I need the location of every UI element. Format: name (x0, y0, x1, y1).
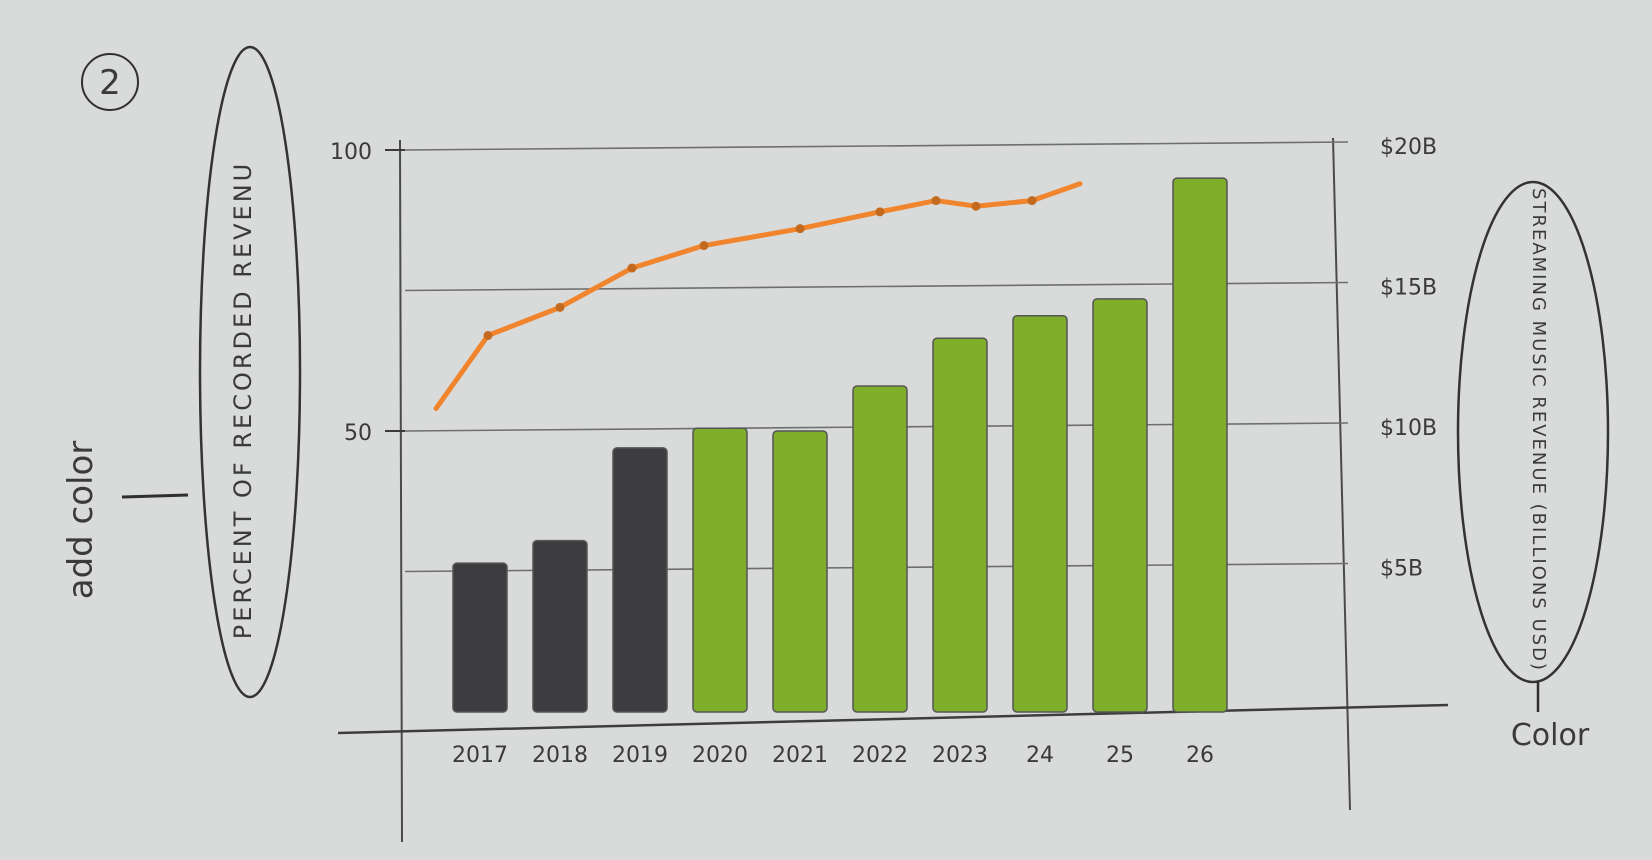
baseline (337, 703, 1449, 735)
right-tick-label: $20B (1380, 135, 1437, 160)
right-axis-line (1332, 137, 1351, 811)
bar (532, 539, 588, 713)
line-point (1027, 196, 1037, 206)
x-tick-label: 2019 (612, 743, 668, 768)
right-axis-label-oval (1456, 180, 1610, 684)
left-tick-label: 100 (330, 140, 372, 165)
bar (1092, 298, 1148, 713)
line-point (971, 201, 981, 211)
x-tick-label: 25 (1106, 743, 1134, 768)
left-axis-line (399, 139, 403, 843)
bar (772, 430, 828, 713)
x-tick-label: 2023 (932, 743, 988, 768)
tick-labels: 2017 2018 2019 2020 2021 2022 2023 24 25 26 50 100 $… (330, 135, 1437, 768)
right-tick-label: $10B (1380, 416, 1437, 441)
line-point (795, 224, 805, 234)
right-tick-label: $5B (1380, 557, 1423, 582)
left-axis-label: PERCENT OF RECORDED REVENU (229, 161, 257, 639)
bar (692, 427, 748, 713)
left-tick-label: 50 (344, 421, 372, 446)
x-tick-label: 24 (1026, 743, 1054, 768)
color-note: Color (1511, 718, 1590, 753)
line-point (931, 196, 941, 206)
bar (1012, 315, 1068, 713)
x-tick-label: 2021 (772, 743, 828, 768)
bar (932, 337, 988, 713)
line-point (483, 330, 493, 340)
x-tick-label: 26 (1186, 743, 1214, 768)
add-color-connector (121, 493, 189, 499)
x-tick-label: 2018 (532, 743, 588, 768)
add-color-note: add color (61, 441, 101, 600)
line-series (433, 181, 1083, 412)
bar (612, 447, 668, 713)
bar (1172, 177, 1228, 713)
step-number: 2 (99, 63, 121, 103)
line-point (875, 207, 885, 217)
bar (452, 562, 508, 713)
left-axis-label-oval (198, 45, 302, 699)
x-tick-label: 2017 (452, 743, 508, 768)
step-circle (81, 53, 139, 111)
bar-series (452, 177, 1228, 713)
line-point (699, 241, 709, 251)
right-axis-label: STREAMING MUSIC REVENUE (BILLIONS USD) (1528, 188, 1549, 672)
x-tick-label: 2020 (692, 743, 748, 768)
line-point (627, 263, 637, 273)
bar (852, 385, 908, 713)
right-tick-label: $15B (1380, 276, 1437, 301)
x-tick-label: 2022 (852, 743, 908, 768)
gridline (404, 141, 1349, 151)
line-point (555, 302, 565, 312)
